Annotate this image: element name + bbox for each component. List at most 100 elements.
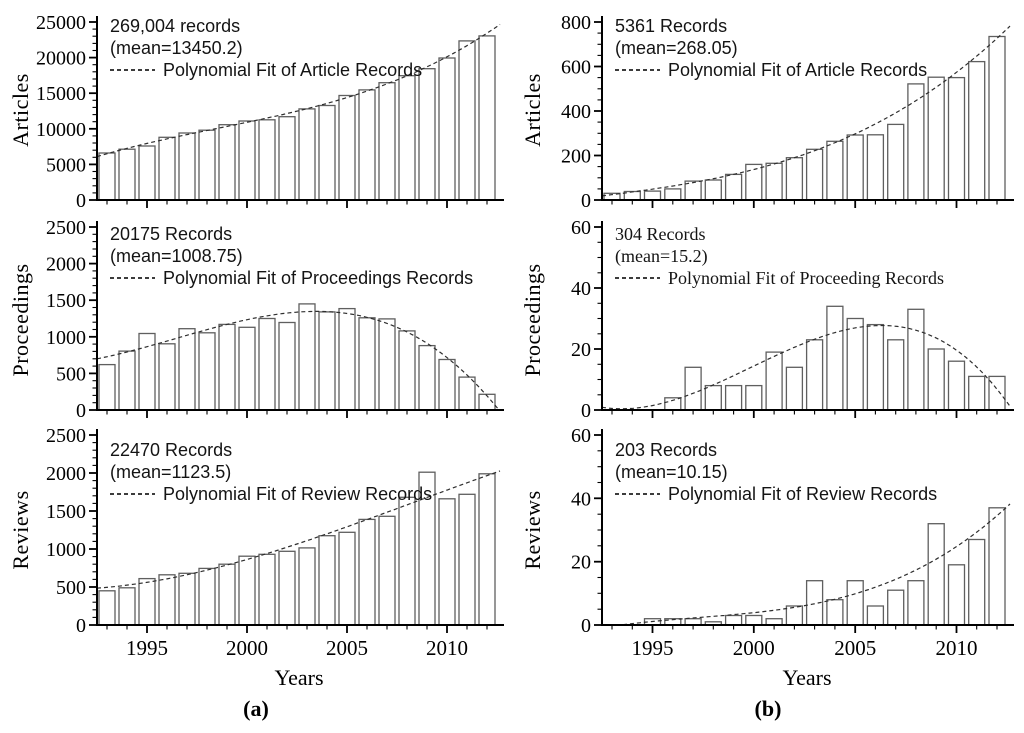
y-axis-title: Reviews — [520, 490, 545, 570]
svg-text:600: 600 — [561, 57, 591, 79]
svg-text:20000: 20000 — [36, 48, 86, 70]
mean-label: (mean=15.2) — [615, 246, 708, 266]
chart-annotation: 203 Records (mean=10.15) Polynomial Fit … — [615, 439, 937, 505]
chart-b-articles: 0 200 400 600 800 Articles 5361 Records (mea… — [512, 0, 1024, 210]
fit-line-sample-icon — [110, 69, 155, 71]
fit-line-sample-icon — [615, 69, 660, 71]
records-label: 203 Records — [615, 440, 718, 460]
plot-b-articles: 0 200 400 600 800 — [561, 12, 1014, 210]
panel-b: 0 200 400 600 800 Articles 5361 Records (mea… — [512, 0, 1024, 733]
records-label: 269,004 records — [110, 16, 241, 36]
x-axis-title: Years — [274, 665, 324, 690]
mean-label: (mean=1008.75) — [110, 246, 243, 266]
svg-text:400: 400 — [561, 101, 591, 123]
svg-text:2010: 2010 — [426, 636, 468, 660]
svg-text:2000: 2000 — [46, 463, 86, 485]
fit-legend-label: Polynomial Fit of Article Records — [668, 60, 928, 80]
fit-legend: Polynomial Fit of Article Records — [615, 59, 927, 81]
svg-text:0: 0 — [581, 400, 591, 420]
svg-text:40: 40 — [571, 488, 591, 510]
y-axis-title: Reviews — [8, 490, 33, 570]
panel-a: 0 5000 10000 15000 20000 25000 Articles 269,0… — [0, 0, 512, 721]
svg-text:2500: 2500 — [46, 425, 86, 447]
plot-a-articles: 0 5000 10000 15000 20000 25000 — [36, 12, 504, 210]
plot-a-proceedings: 0 500 1000 1500 2000 2500 — [46, 217, 504, 420]
chart-a-reviews: 0 500 1000 1500 2000 2500 1995 2000 2005 2010 Rev… — [0, 420, 512, 665]
chart-b-reviews: 0 20 40 60 1995 2000 2005 2010 Reviews 203 Reco… — [512, 420, 1024, 665]
y-axis-title: Articles — [520, 73, 545, 147]
svg-text:2500: 2500 — [46, 217, 86, 239]
fit-legend: Polynomial Fit of Article Records — [110, 59, 422, 81]
fit-legend-label: Polynomial Fit of Proceedings Records — [163, 268, 474, 288]
chart-annotation: 269,004 records (mean=13450.2) Polynomia… — [110, 15, 422, 81]
svg-text:1000: 1000 — [46, 539, 86, 561]
fit-legend: Polynomial Fit of Proceeding Records — [615, 267, 944, 289]
svg-text:500: 500 — [56, 363, 86, 385]
records-label: 22470 Records — [110, 440, 233, 460]
svg-text:1500: 1500 — [46, 290, 86, 312]
svg-text:2010: 2010 — [936, 636, 978, 660]
fit-line-sample-icon — [615, 493, 660, 495]
caption-a: (a) — [243, 696, 269, 721]
plot-b-proceedings: 0 20 40 60 — [571, 217, 1014, 420]
chart-annotation: 20175 Records (mean=1008.75) Polynomial … — [110, 223, 473, 289]
x-axis-label-row: Years — [0, 665, 512, 691]
fit-legend: Polynomial Fit of Review Records — [110, 483, 432, 505]
plot-b-reviews: 0 20 40 60 1995 2000 2005 2010 — [571, 425, 1014, 660]
svg-text:1000: 1000 — [46, 327, 86, 349]
chart-annotation: 5361 Records (mean=268.05) Polynomial Fi… — [615, 15, 927, 81]
fit-legend-label: Polynomial Fit of Proceeding Records — [668, 268, 944, 288]
svg-text:25000: 25000 — [36, 12, 86, 34]
svg-text:5000: 5000 — [46, 154, 86, 176]
fit-line-sample-icon — [615, 277, 660, 279]
mean-label: (mean=13450.2) — [110, 38, 243, 58]
svg-text:20: 20 — [571, 552, 591, 574]
records-label: 20175 Records — [110, 224, 233, 244]
svg-text:200: 200 — [561, 146, 591, 168]
mean-label: (mean=1123.5) — [110, 462, 232, 482]
svg-text:60: 60 — [571, 217, 591, 239]
svg-text:10000: 10000 — [36, 119, 86, 141]
svg-text:0: 0 — [76, 190, 86, 210]
chart-a-proceedings: 0 500 1000 1500 2000 2500 Proceedings 20175 R… — [0, 210, 512, 420]
caption-b: (b) — [754, 696, 782, 721]
svg-text:500: 500 — [56, 577, 86, 599]
svg-text:800: 800 — [561, 12, 591, 34]
x-axis-label-row: Years — [512, 665, 1024, 691]
svg-text:2005: 2005 — [326, 636, 368, 660]
fit-legend-label: Polynomial Fit of Review Records — [163, 484, 433, 504]
chart-annotation: 22470 Records (mean=1123.5) Polynomial F… — [110, 439, 432, 505]
mean-label: (mean=268.05) — [615, 38, 738, 58]
y-axis-title: Proceedings — [8, 263, 33, 377]
svg-text:0: 0 — [581, 190, 591, 210]
svg-text:0: 0 — [76, 400, 86, 420]
chart-b-proceedings: 0 20 40 60 Proceedings 304 Records (mean=15… — [512, 210, 1024, 420]
fit-legend-label: Polynomial Fit of Article Records — [163, 60, 423, 80]
svg-text:1995: 1995 — [632, 636, 674, 660]
x-axis-title: Years — [782, 665, 832, 690]
svg-text:2000: 2000 — [46, 254, 86, 276]
fit-line-sample-icon — [110, 277, 155, 279]
svg-text:2000: 2000 — [226, 636, 268, 660]
svg-text:20: 20 — [571, 339, 591, 361]
svg-text:0: 0 — [581, 615, 591, 637]
svg-text:1500: 1500 — [46, 501, 86, 523]
records-label: 304 Records — [615, 224, 706, 244]
svg-text:1995: 1995 — [126, 636, 168, 660]
svg-text:2000: 2000 — [733, 636, 775, 660]
mean-label: (mean=10.15) — [615, 462, 728, 482]
records-label: 5361 Records — [615, 16, 728, 36]
fit-legend: Polynomial Fit of Review Records — [615, 483, 937, 505]
fit-line-sample-icon — [110, 493, 155, 495]
y-axis-title: Proceedings — [520, 263, 545, 377]
svg-text:0: 0 — [76, 615, 86, 637]
fit-legend: Polynomial Fit of Proceedings Records — [110, 267, 473, 289]
plot-a-reviews: 0 500 1000 1500 2000 2500 1995 2000 2005 2010 — [46, 425, 504, 660]
svg-text:2005: 2005 — [834, 636, 876, 660]
svg-text:15000: 15000 — [36, 83, 86, 105]
y-axis-title: Articles — [8, 73, 33, 147]
svg-text:60: 60 — [571, 425, 591, 447]
chart-a-articles: 0 5000 10000 15000 20000 25000 Articles 269,0… — [0, 0, 512, 210]
chart-annotation: 304 Records (mean=15.2) Polynomial Fit o… — [615, 223, 944, 289]
